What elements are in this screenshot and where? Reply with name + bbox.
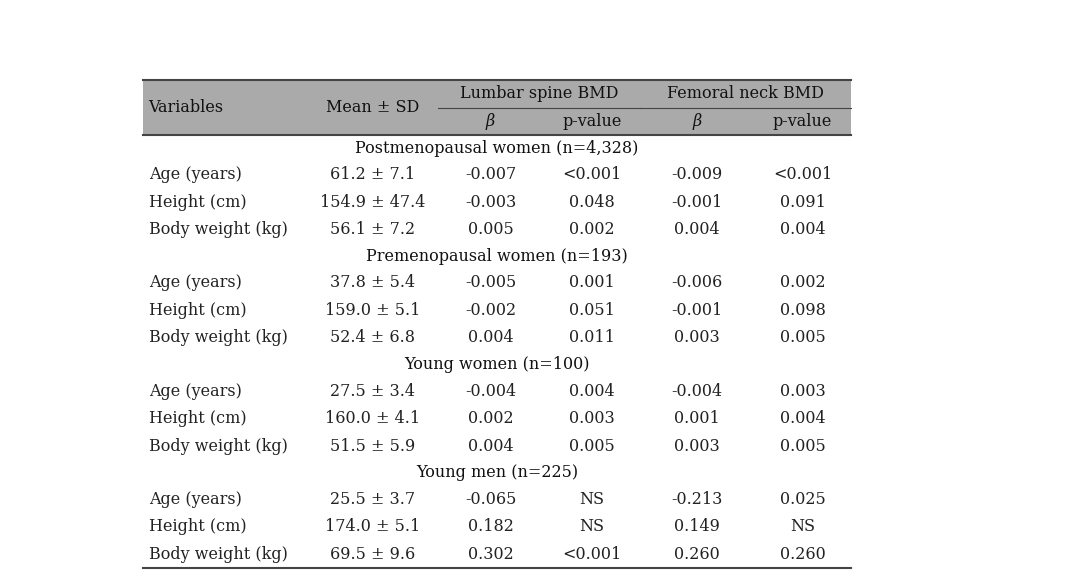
Text: 25.5 ± 3.7: 25.5 ± 3.7 — [330, 491, 416, 508]
Text: Body weight (kg): Body weight (kg) — [149, 438, 288, 454]
Text: 0.051: 0.051 — [569, 302, 615, 319]
Text: 0.003: 0.003 — [675, 329, 720, 346]
Text: -0.004: -0.004 — [465, 382, 516, 400]
Text: -0.001: -0.001 — [671, 194, 722, 211]
Text: Variables: Variables — [148, 99, 223, 116]
Text: 0.003: 0.003 — [780, 382, 826, 400]
Text: Age (years): Age (years) — [149, 274, 243, 291]
Text: 0.005: 0.005 — [468, 221, 514, 238]
Text: Height (cm): Height (cm) — [149, 194, 247, 211]
Text: 0.004: 0.004 — [780, 410, 826, 427]
Text: -0.003: -0.003 — [465, 194, 516, 211]
Text: 0.260: 0.260 — [780, 546, 826, 563]
Text: 56.1 ± 7.2: 56.1 ± 7.2 — [330, 221, 416, 238]
Text: 154.9 ± 47.4: 154.9 ± 47.4 — [320, 194, 425, 211]
Text: 27.5 ± 3.4: 27.5 ± 3.4 — [330, 382, 415, 400]
Text: 0.001: 0.001 — [569, 274, 615, 291]
Text: NS: NS — [579, 491, 604, 508]
Text: -0.002: -0.002 — [465, 302, 516, 319]
Text: 0.003: 0.003 — [569, 410, 615, 427]
Text: 52.4 ± 6.8: 52.4 ± 6.8 — [330, 329, 415, 346]
Text: 0.002: 0.002 — [569, 221, 615, 238]
Text: Age (years): Age (years) — [149, 382, 243, 400]
Text: 0.048: 0.048 — [569, 194, 615, 211]
Text: 0.001: 0.001 — [675, 410, 720, 427]
Text: 0.005: 0.005 — [780, 329, 826, 346]
Text: Height (cm): Height (cm) — [149, 410, 247, 427]
Text: <0.001: <0.001 — [562, 166, 621, 183]
Text: Postmenopausal women (n=4,328): Postmenopausal women (n=4,328) — [355, 139, 639, 157]
Text: 51.5 ± 5.9: 51.5 ± 5.9 — [330, 438, 416, 454]
Text: Body weight (kg): Body weight (kg) — [149, 329, 288, 346]
Text: 0.302: 0.302 — [468, 546, 514, 563]
Text: Height (cm): Height (cm) — [149, 302, 247, 319]
Text: 0.005: 0.005 — [569, 438, 615, 454]
Text: Height (cm): Height (cm) — [149, 518, 247, 535]
Text: p-value: p-value — [562, 113, 621, 130]
Text: β: β — [486, 113, 495, 130]
Text: 0.004: 0.004 — [780, 221, 826, 238]
Text: 0.004: 0.004 — [569, 382, 615, 400]
Text: -0.005: -0.005 — [465, 274, 516, 291]
Text: 0.004: 0.004 — [468, 329, 514, 346]
Text: -0.009: -0.009 — [671, 166, 722, 183]
Text: -0.213: -0.213 — [671, 491, 722, 508]
Text: 174.0 ± 5.1: 174.0 ± 5.1 — [325, 518, 420, 535]
Text: 0.003: 0.003 — [675, 438, 720, 454]
Text: 0.182: 0.182 — [468, 518, 514, 535]
Text: -0.065: -0.065 — [465, 491, 516, 508]
Text: 0.011: 0.011 — [569, 329, 615, 346]
Text: β: β — [693, 113, 702, 130]
Text: 0.025: 0.025 — [780, 491, 826, 508]
Text: 0.002: 0.002 — [780, 274, 826, 291]
Text: NS: NS — [790, 518, 815, 535]
Text: 0.091: 0.091 — [780, 194, 826, 211]
Text: 160.0 ± 4.1: 160.0 ± 4.1 — [325, 410, 420, 427]
Text: <0.001: <0.001 — [562, 546, 621, 563]
Text: Premenopausal women (n=193): Premenopausal women (n=193) — [366, 248, 628, 265]
Text: 0.002: 0.002 — [468, 410, 514, 427]
Text: 37.8 ± 5.4: 37.8 ± 5.4 — [330, 274, 416, 291]
Text: Femoral neck BMD: Femoral neck BMD — [667, 85, 824, 103]
Text: <0.001: <0.001 — [772, 166, 832, 183]
Bar — [143, 80, 851, 135]
Text: Young men (n=225): Young men (n=225) — [416, 464, 578, 481]
Text: 0.004: 0.004 — [468, 438, 514, 454]
Text: Lumbar spine BMD: Lumbar spine BMD — [460, 85, 618, 103]
Text: 0.005: 0.005 — [780, 438, 826, 454]
Text: 159.0 ± 5.1: 159.0 ± 5.1 — [325, 302, 420, 319]
Text: -0.007: -0.007 — [465, 166, 516, 183]
Text: -0.001: -0.001 — [671, 302, 722, 319]
Text: 69.5 ± 9.6: 69.5 ± 9.6 — [330, 546, 416, 563]
Text: Body weight (kg): Body weight (kg) — [149, 221, 288, 238]
Text: Body weight (kg): Body weight (kg) — [149, 546, 288, 563]
Text: 61.2 ± 7.1: 61.2 ± 7.1 — [330, 166, 416, 183]
Text: 0.004: 0.004 — [675, 221, 720, 238]
Text: Age (years): Age (years) — [149, 491, 243, 508]
Text: -0.004: -0.004 — [671, 382, 722, 400]
Text: Young women (n=100): Young women (n=100) — [404, 356, 590, 373]
Text: Mean ± SD: Mean ± SD — [326, 99, 419, 116]
Text: 0.260: 0.260 — [675, 546, 720, 563]
Text: p-value: p-value — [772, 113, 832, 130]
Text: NS: NS — [579, 518, 604, 535]
Text: 0.149: 0.149 — [675, 518, 720, 535]
Text: 0.098: 0.098 — [780, 302, 826, 319]
Text: -0.006: -0.006 — [671, 274, 722, 291]
Text: Age (years): Age (years) — [149, 166, 243, 183]
